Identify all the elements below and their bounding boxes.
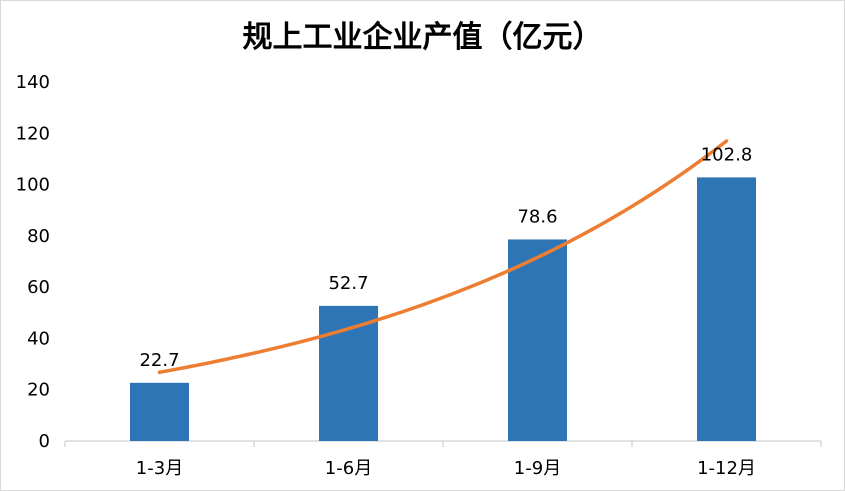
trendline [157,139,729,375]
bar [319,305,378,441]
y-tick-label: 100 [16,175,50,196]
x-tick-label: 1-9月 [514,458,561,479]
x-tick-label: 1-6月 [325,458,372,479]
y-tick-label: 60 [27,277,50,298]
data-label: 52.7 [328,273,368,294]
data-label: 78.6 [517,206,557,227]
y-tick-label: 120 [16,123,50,144]
trendline-layer [157,139,729,375]
y-tick-label: 40 [27,328,50,349]
bar [130,382,189,441]
x-tick-label: 1-3月 [136,458,183,479]
x-axis: 1-3月 1-6月 1-9月 1-12月 [64,441,822,479]
bars [130,177,756,442]
y-tick-label: 80 [27,226,50,247]
bar [508,239,567,441]
data-label: 102.8 [701,144,753,165]
data-label: 22.7 [139,350,179,371]
y-tick-label: 0 [39,431,50,452]
y-axis: 0 20 40 60 80 100 120 140 [16,72,50,452]
chart-title: 规上工业企业产值（亿元） [242,20,603,55]
y-tick-label: 140 [16,72,50,93]
y-tick-label: 20 [27,380,50,401]
bar [697,177,756,442]
x-tick-label: 1-12月 [697,458,756,479]
data-labels: 22.7 52.7 78.6 102.8 [139,144,752,370]
